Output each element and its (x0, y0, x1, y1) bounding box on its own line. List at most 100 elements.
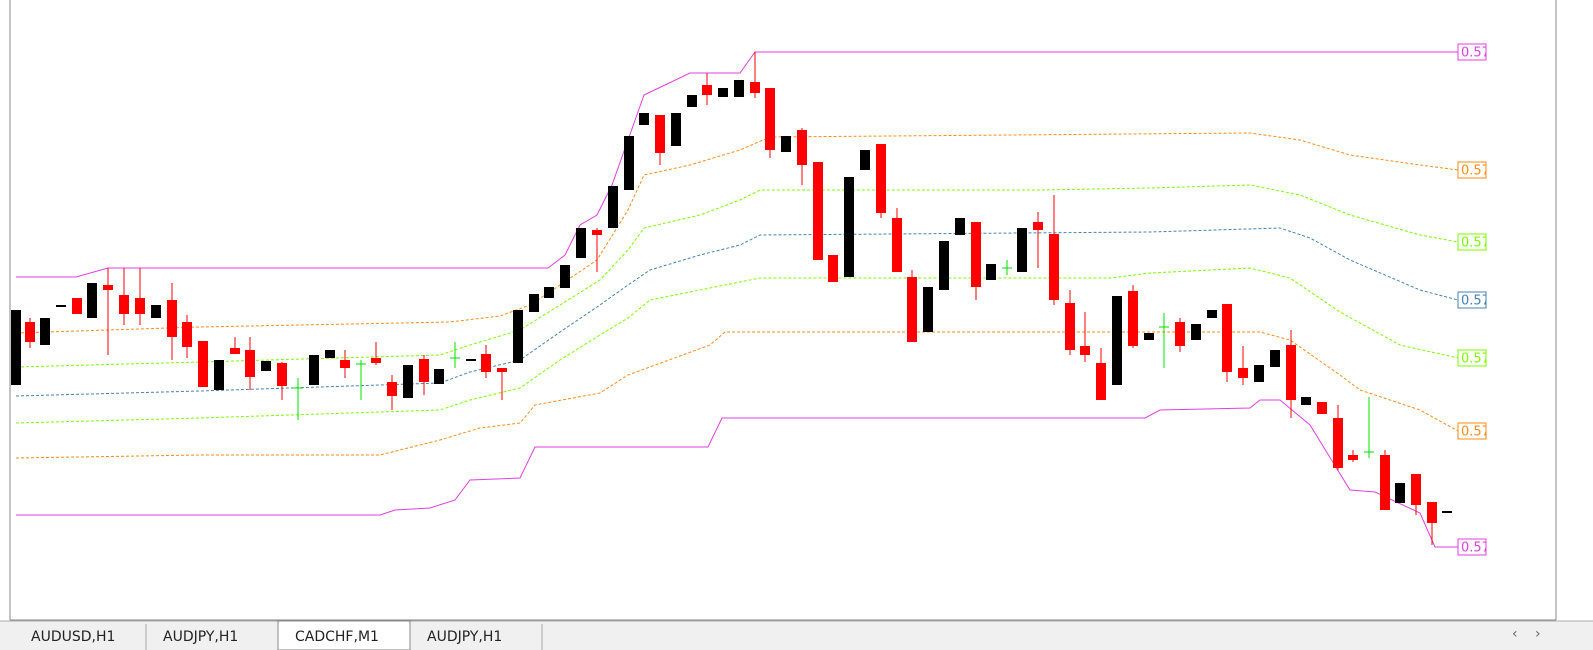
tab-label[interactable]: AUDUSD,H1 (31, 629, 115, 645)
candle-body (655, 115, 665, 153)
candle-body (624, 136, 634, 190)
candle-body (828, 255, 838, 282)
candle-body (309, 355, 319, 385)
tab[interactable]: AUDUSD,H1 (31, 624, 147, 650)
candle-body (671, 113, 681, 146)
level-label-box (1457, 349, 1487, 367)
candle-body (1112, 296, 1122, 385)
candle-body (718, 88, 728, 97)
candle-body (403, 365, 413, 398)
candle-body (702, 85, 712, 95)
candle-body (608, 186, 618, 228)
candle-body (481, 354, 491, 372)
level-label-box (1457, 43, 1487, 61)
candle-body (1017, 228, 1027, 272)
candle-body (892, 218, 902, 272)
tab[interactable]: CADCHF,M1 (277, 620, 411, 650)
channel-line (15, 227, 1459, 397)
candle-body (371, 358, 381, 363)
level-label-box (1457, 538, 1487, 556)
candle-body (860, 150, 870, 170)
tab-label[interactable]: AUDJPY,H1 (163, 629, 238, 645)
channel-line (16, 51, 1458, 278)
candle-body (11, 310, 21, 385)
candle-body (40, 318, 50, 345)
level-label: 0.57 (1457, 161, 1490, 179)
scroll-left[interactable]: ‹ (1512, 626, 1518, 642)
channel-line (15, 132, 1459, 334)
candle-body (1222, 304, 1232, 372)
candle-body (1144, 333, 1154, 340)
candle-body (907, 277, 917, 342)
candle-body (72, 298, 82, 314)
candle-body (544, 287, 554, 298)
channel-line (15, 267, 1459, 424)
candle-body (1175, 322, 1185, 346)
level-label: 0.57 (1457, 422, 1487, 440)
candle-body (1380, 455, 1390, 510)
candle-body (1317, 402, 1327, 414)
candle-body (1191, 324, 1201, 340)
candle-body (103, 285, 113, 290)
candle-body (119, 295, 129, 314)
candle-body (151, 305, 161, 318)
candle-body (25, 322, 35, 342)
candle-body (1238, 368, 1248, 378)
channel-line (15, 331, 1459, 459)
candle-body (1442, 511, 1452, 513)
candle-body (277, 363, 287, 386)
candle-body (1270, 350, 1280, 367)
candle-body (387, 382, 397, 396)
tab-active-bg (277, 620, 411, 650)
candle-body (230, 348, 240, 354)
candle-body (1207, 310, 1217, 318)
candle-body (1049, 234, 1059, 300)
level-label-text: 0.57 (1461, 164, 1490, 179)
channel-line (15, 184, 1459, 368)
candle-body (497, 368, 507, 372)
candle-body (1065, 303, 1075, 350)
candle-body (1348, 455, 1358, 460)
level-label-text: 0.57 (1461, 236, 1490, 251)
candle-body (592, 230, 602, 235)
candle-body (1301, 397, 1311, 405)
candle-body (750, 82, 760, 93)
level-label: 0.57 (1457, 349, 1490, 367)
candle-body (419, 359, 429, 382)
candle-body (513, 310, 523, 363)
tab[interactable]: AUDJPY,H1 (427, 624, 543, 650)
level-label-text: 0.57 (1461, 294, 1490, 309)
candle-body (971, 222, 981, 287)
level-label-box (1457, 161, 1487, 179)
tab-bar (0, 621, 1593, 650)
candle-body (135, 298, 145, 314)
candle-body (434, 369, 444, 384)
level-label-box (1457, 291, 1487, 309)
candle-body (1411, 474, 1421, 505)
candle-body (687, 95, 697, 107)
candle-body (923, 287, 933, 332)
candle-body (340, 360, 350, 368)
level-label-box (1457, 422, 1487, 440)
candle-body (955, 218, 965, 235)
level-label-text: 0.57 (1461, 541, 1490, 556)
level-label: 0.57 (1457, 43, 1490, 61)
tab-label[interactable]: CADCHF,M1 (295, 629, 379, 645)
candle-body (167, 300, 177, 337)
candle-body (560, 265, 570, 288)
candle-body (214, 360, 224, 390)
scroll-right[interactable]: › (1535, 626, 1541, 642)
candle-body (939, 241, 949, 290)
tab-label[interactable]: AUDJPY,H1 (427, 629, 502, 645)
candle-body (797, 130, 807, 165)
level-label: 0.57 (1457, 538, 1490, 556)
level-label-text: 0.57 (1461, 46, 1490, 61)
level-label-text: 0.57 (1461, 352, 1490, 367)
candle-body (56, 305, 66, 307)
candle-body (765, 88, 775, 150)
candle-body (261, 361, 271, 371)
candle-body (576, 228, 586, 258)
